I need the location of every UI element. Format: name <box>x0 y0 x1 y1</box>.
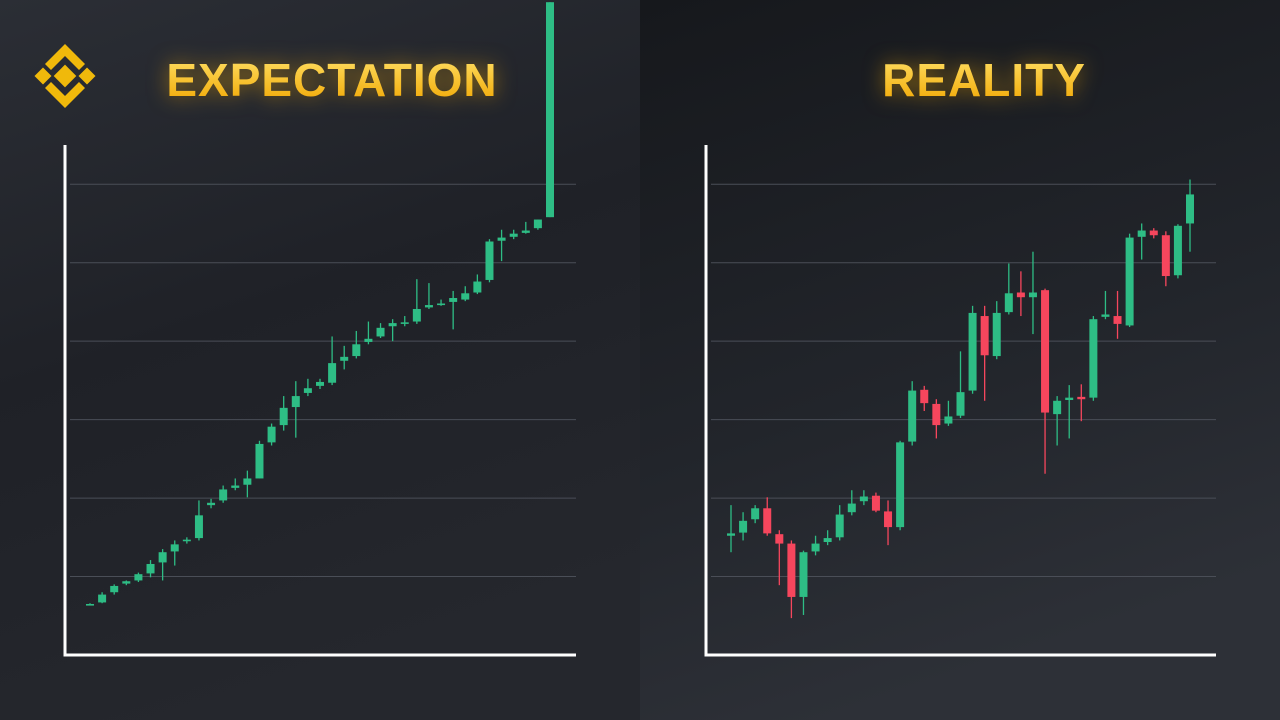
candle-body <box>497 237 506 241</box>
candle-body <box>328 363 337 383</box>
left-panel <box>0 0 640 720</box>
candle-body <box>424 305 433 308</box>
candle-body <box>533 219 542 229</box>
candle-body <box>146 563 155 574</box>
candle-body <box>461 293 470 300</box>
candle-body <box>316 381 324 386</box>
candle-body <box>473 281 482 293</box>
candle-body <box>847 503 856 513</box>
candle-body <box>956 392 965 416</box>
candle-body <box>122 581 131 584</box>
candle-body <box>1041 290 1050 413</box>
candle-body <box>255 443 264 479</box>
candle-body <box>437 303 446 306</box>
candle-body <box>787 543 796 597</box>
candle-body <box>727 533 735 536</box>
candle-body <box>521 230 530 233</box>
candle-body <box>546 2 554 218</box>
candle-body <box>400 322 409 324</box>
candle-body <box>908 390 917 442</box>
candle-body <box>1028 292 1037 298</box>
candle-body <box>1125 237 1134 326</box>
candle-body <box>920 389 929 404</box>
candle-body <box>1053 400 1062 415</box>
candle-body <box>763 508 772 534</box>
candle-body <box>1016 292 1025 298</box>
candle-body <box>376 327 385 337</box>
candle-body <box>859 496 868 502</box>
candle-body <box>279 407 288 426</box>
candle-body <box>884 511 893 528</box>
candle-body <box>1113 316 1122 324</box>
candle-body <box>1101 314 1110 317</box>
candle-body <box>896 442 905 528</box>
candle-body <box>303 388 312 393</box>
candle-body <box>835 514 844 538</box>
candle-body <box>1137 230 1146 237</box>
candle-body <box>158 552 167 563</box>
candle-body <box>134 574 143 581</box>
candle-body <box>799 552 808 597</box>
candle-body <box>412 308 421 322</box>
candle-body <box>823 538 832 543</box>
candle-body <box>811 543 820 552</box>
candle-body <box>1089 319 1098 398</box>
candle-body <box>182 539 191 542</box>
candle-body <box>170 544 179 552</box>
candle-body <box>871 495 880 511</box>
candle-body <box>1004 293 1013 313</box>
candle-body <box>992 312 1001 357</box>
candle-body <box>944 416 953 424</box>
candle-body <box>110 585 119 593</box>
candle-body <box>1065 397 1074 400</box>
candle-body <box>388 323 397 327</box>
candle-body <box>1077 396 1086 400</box>
candle-body <box>968 312 977 391</box>
chart-title: REALITY <box>882 54 1086 106</box>
candle-body <box>231 485 240 488</box>
candle-body <box>340 356 349 361</box>
candle-body <box>751 508 760 520</box>
logo <box>34 44 96 108</box>
candle-body <box>86 604 94 606</box>
candle-body <box>1186 194 1194 224</box>
candle-body <box>1149 230 1158 236</box>
candle-body <box>267 426 276 443</box>
plots: EXPECTATION REALITY <box>63 2 1216 657</box>
candle-body <box>775 534 784 544</box>
candle-body <box>739 520 748 533</box>
candle-body <box>194 515 203 539</box>
candle-body <box>207 502 216 506</box>
candle-body <box>1161 235 1170 277</box>
candle-body <box>1173 225 1182 276</box>
candle-body <box>449 298 458 302</box>
candle-body <box>291 396 300 408</box>
candle-body <box>352 344 361 357</box>
candle-body <box>932 403 941 426</box>
chart-title: EXPECTATION <box>166 54 497 106</box>
candle-body <box>243 478 252 485</box>
candle-body <box>219 489 228 501</box>
candle-body <box>98 594 107 603</box>
candle-body <box>485 241 494 280</box>
candle-body <box>364 338 373 342</box>
candle-body <box>980 316 989 356</box>
candle-body <box>509 233 518 237</box>
